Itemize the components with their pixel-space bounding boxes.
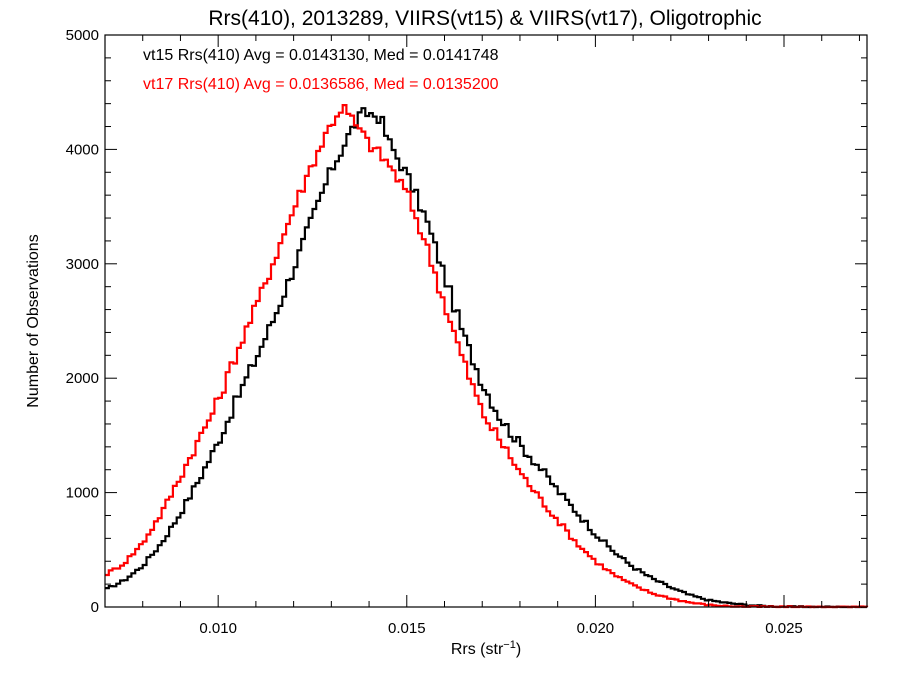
- x-tick-label: 0.025: [765, 620, 803, 637]
- legend-entry-vt17: vt17 Rrs(410) Avg = 0.0136586, Med = 0.0…: [143, 76, 499, 93]
- x-axis-label-close: ): [516, 641, 521, 658]
- series-line-vt15: [105, 107, 867, 609]
- x-axis-label-main: Rrs (str: [451, 641, 504, 658]
- y-tick-label: 0: [91, 599, 99, 616]
- y-tick-label: 2000: [66, 370, 99, 387]
- tick-layer: 0.010 0.015 0.020 0.025 0 1000 2000 3000 4000 500…: [66, 27, 867, 637]
- plot-frame: [104, 34, 868, 608]
- y-axis-label: Number of Observations: [25, 234, 42, 407]
- legend-entry-vt15: vt15 Rrs(410) Avg = 0.0143130, Med = 0.0…: [143, 47, 499, 64]
- y-tick-label: 4000: [66, 141, 99, 158]
- x-axis-label-superscript: −1: [503, 639, 516, 651]
- y-tick-label: 1000: [66, 485, 99, 502]
- x-tick-label: 0.020: [577, 620, 615, 637]
- x-tick-label: 0.010: [199, 620, 237, 637]
- y-tick-label: 5000: [66, 27, 99, 44]
- x-tick-label: 0.015: [388, 620, 426, 637]
- chart-title: Rrs(410), 2013289, VIIRS(vt15) & VIIRS(v…: [208, 7, 761, 30]
- series-layer: [105, 104, 869, 609]
- x-axis-label: Rrs (str−1): [451, 639, 521, 658]
- series-line-vt17: [105, 104, 869, 609]
- y-tick-label: 3000: [66, 256, 99, 273]
